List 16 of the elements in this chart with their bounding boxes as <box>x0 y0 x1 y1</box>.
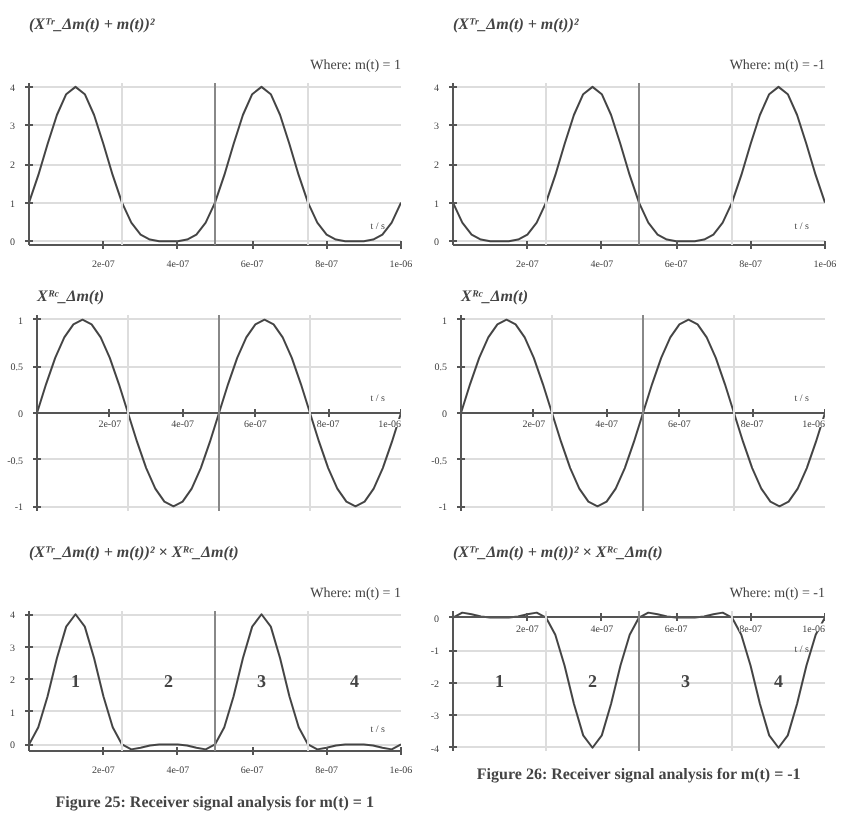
annotation: 3 <box>257 671 267 691</box>
annotation: 1 <box>71 671 81 691</box>
annotation: 1 <box>495 671 505 691</box>
caption: Figure 26: Receiver signal analysis for m(t) = -1 <box>476 765 801 783</box>
chart-title: (Xᵀʳ_Δm(t) + m(t))² × Xᴿᶜ_Δm(t) <box>29 543 240 561</box>
annotation: 4 <box>350 671 360 691</box>
chart-title: (Xᵀʳ_Δm(t) + m(t))² <box>29 15 156 33</box>
chart-title: Xᴿᶜ_Δm(t) <box>35 287 105 305</box>
annotation: 3 <box>681 671 691 691</box>
annotation: 2 <box>164 671 174 691</box>
annotation: 4 <box>774 671 784 691</box>
chart-title: (Xᵀʳ_Δm(t) + m(t))² × Xᴿᶜ_Δm(t) <box>453 543 664 561</box>
annotation: 2 <box>588 671 598 691</box>
chart-title: (Xᵀʳ_Δm(t) + m(t))² <box>453 15 580 33</box>
caption: Figure 25: Receiver signal analysis for m(t) = 1 <box>55 793 374 811</box>
chart-title: Xᴿᶜ_Δm(t) <box>459 287 529 305</box>
